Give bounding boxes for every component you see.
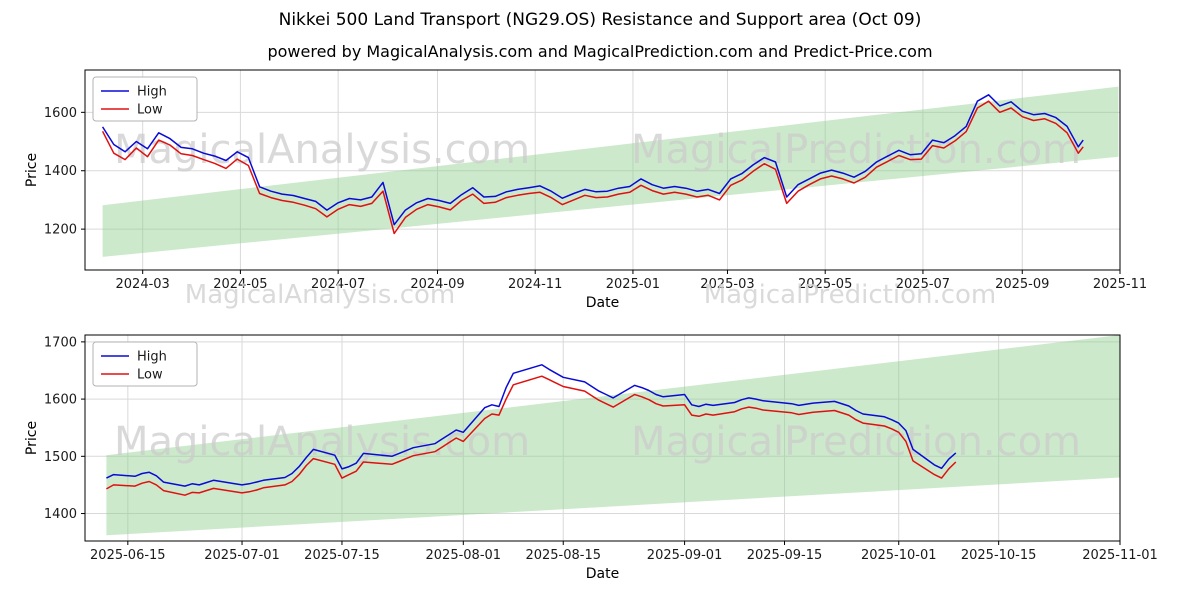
x-tick-label: 2024-05: [213, 277, 267, 292]
y-tick-label: 1600: [44, 393, 77, 408]
axes-spines: [84, 334, 1121, 542]
x-tick-label: 2025-10-01: [861, 548, 937, 563]
y-tick-label: 1400: [44, 164, 77, 179]
watermark-prediction: MagicalPrediction.com: [631, 419, 1081, 465]
legend-low-label: Low: [137, 368, 163, 383]
y-axis-label: Price: [24, 153, 40, 187]
x-tick-label: 2024-03: [116, 277, 170, 292]
legend-box: [92, 341, 198, 387]
x-tick-label: 2025-06-15: [90, 548, 166, 563]
watermark-prediction: MagicalPrediction.com: [631, 127, 1081, 173]
bottom-chart: MagicalAnalysis.com MagicalPrediction.com…: [24, 334, 1158, 582]
x-tick-label: 2025-05: [798, 277, 852, 292]
watermark-analysis: MagicalAnalysis.com: [185, 280, 455, 310]
gap-watermarks: MagicalAnalysis.com MagicalPrediction.co…: [185, 280, 996, 310]
x-tick-label: 2025-07-15: [304, 548, 380, 563]
watermark-analysis: MagicalAnalysis.com: [114, 419, 530, 465]
y-tick-label: 1600: [44, 106, 77, 121]
y-tick-label: 1400: [44, 507, 77, 522]
x-tick-label: 2024-07: [311, 277, 365, 292]
high-line: [106, 364, 957, 487]
x-tick-label: 2025-01: [606, 277, 660, 292]
high-line: [101, 94, 1084, 226]
x-axis-label: Date: [586, 295, 619, 311]
x-tick-label: 2025-07: [896, 277, 950, 292]
legend-low-label: Low: [137, 103, 163, 118]
figure-title: Nikkei 500 Land Transport (NG29.OS) Resi…: [279, 10, 922, 30]
support-resistance-band: [106, 335, 1120, 536]
plot-background: [85, 70, 1120, 270]
x-tick-label: 2025-09: [995, 277, 1049, 292]
x-tick-label: 2025-11: [1093, 277, 1147, 292]
x-tick-label: 2025-11-01: [1082, 548, 1158, 563]
plot-background: [85, 335, 1120, 541]
x-tick-label: 2024-09: [410, 277, 464, 292]
x-tick-label: 2025-08-01: [426, 548, 502, 563]
watermark-analysis: MagicalAnalysis.com: [114, 127, 530, 173]
legend-box: [92, 76, 198, 122]
y-axis-label: Price: [24, 421, 40, 455]
x-tick-label: 2025-07-01: [204, 548, 280, 563]
x-tick-label: 2025-09-15: [747, 548, 823, 563]
x-axis-label: Date: [586, 566, 619, 582]
x-tick-label: 2025-09-01: [647, 548, 723, 563]
legend-high-label: High: [137, 85, 167, 100]
support-resistance-band: [102, 86, 1119, 257]
low-line: [106, 375, 957, 496]
low-line: [101, 100, 1084, 235]
figure-subtitle: powered by MagicalAnalysis.com and Magic…: [267, 42, 932, 61]
legend-high-label: High: [137, 350, 167, 365]
axes-spines: [84, 69, 1121, 271]
x-tick-label: 2025-03: [700, 277, 754, 292]
y-tick-label: 1700: [44, 335, 77, 350]
top-chart: MagicalAnalysis.com MagicalPrediction.com…: [24, 69, 1147, 311]
x-tick-label: 2025-08-15: [525, 548, 601, 563]
x-tick-label: 2025-10-15: [961, 548, 1037, 563]
watermark-prediction: MagicalPrediction.com: [704, 280, 997, 310]
x-tick-label: 2024-11: [508, 277, 562, 292]
y-tick-label: 1500: [44, 450, 77, 465]
y-tick-label: 1200: [44, 223, 77, 238]
